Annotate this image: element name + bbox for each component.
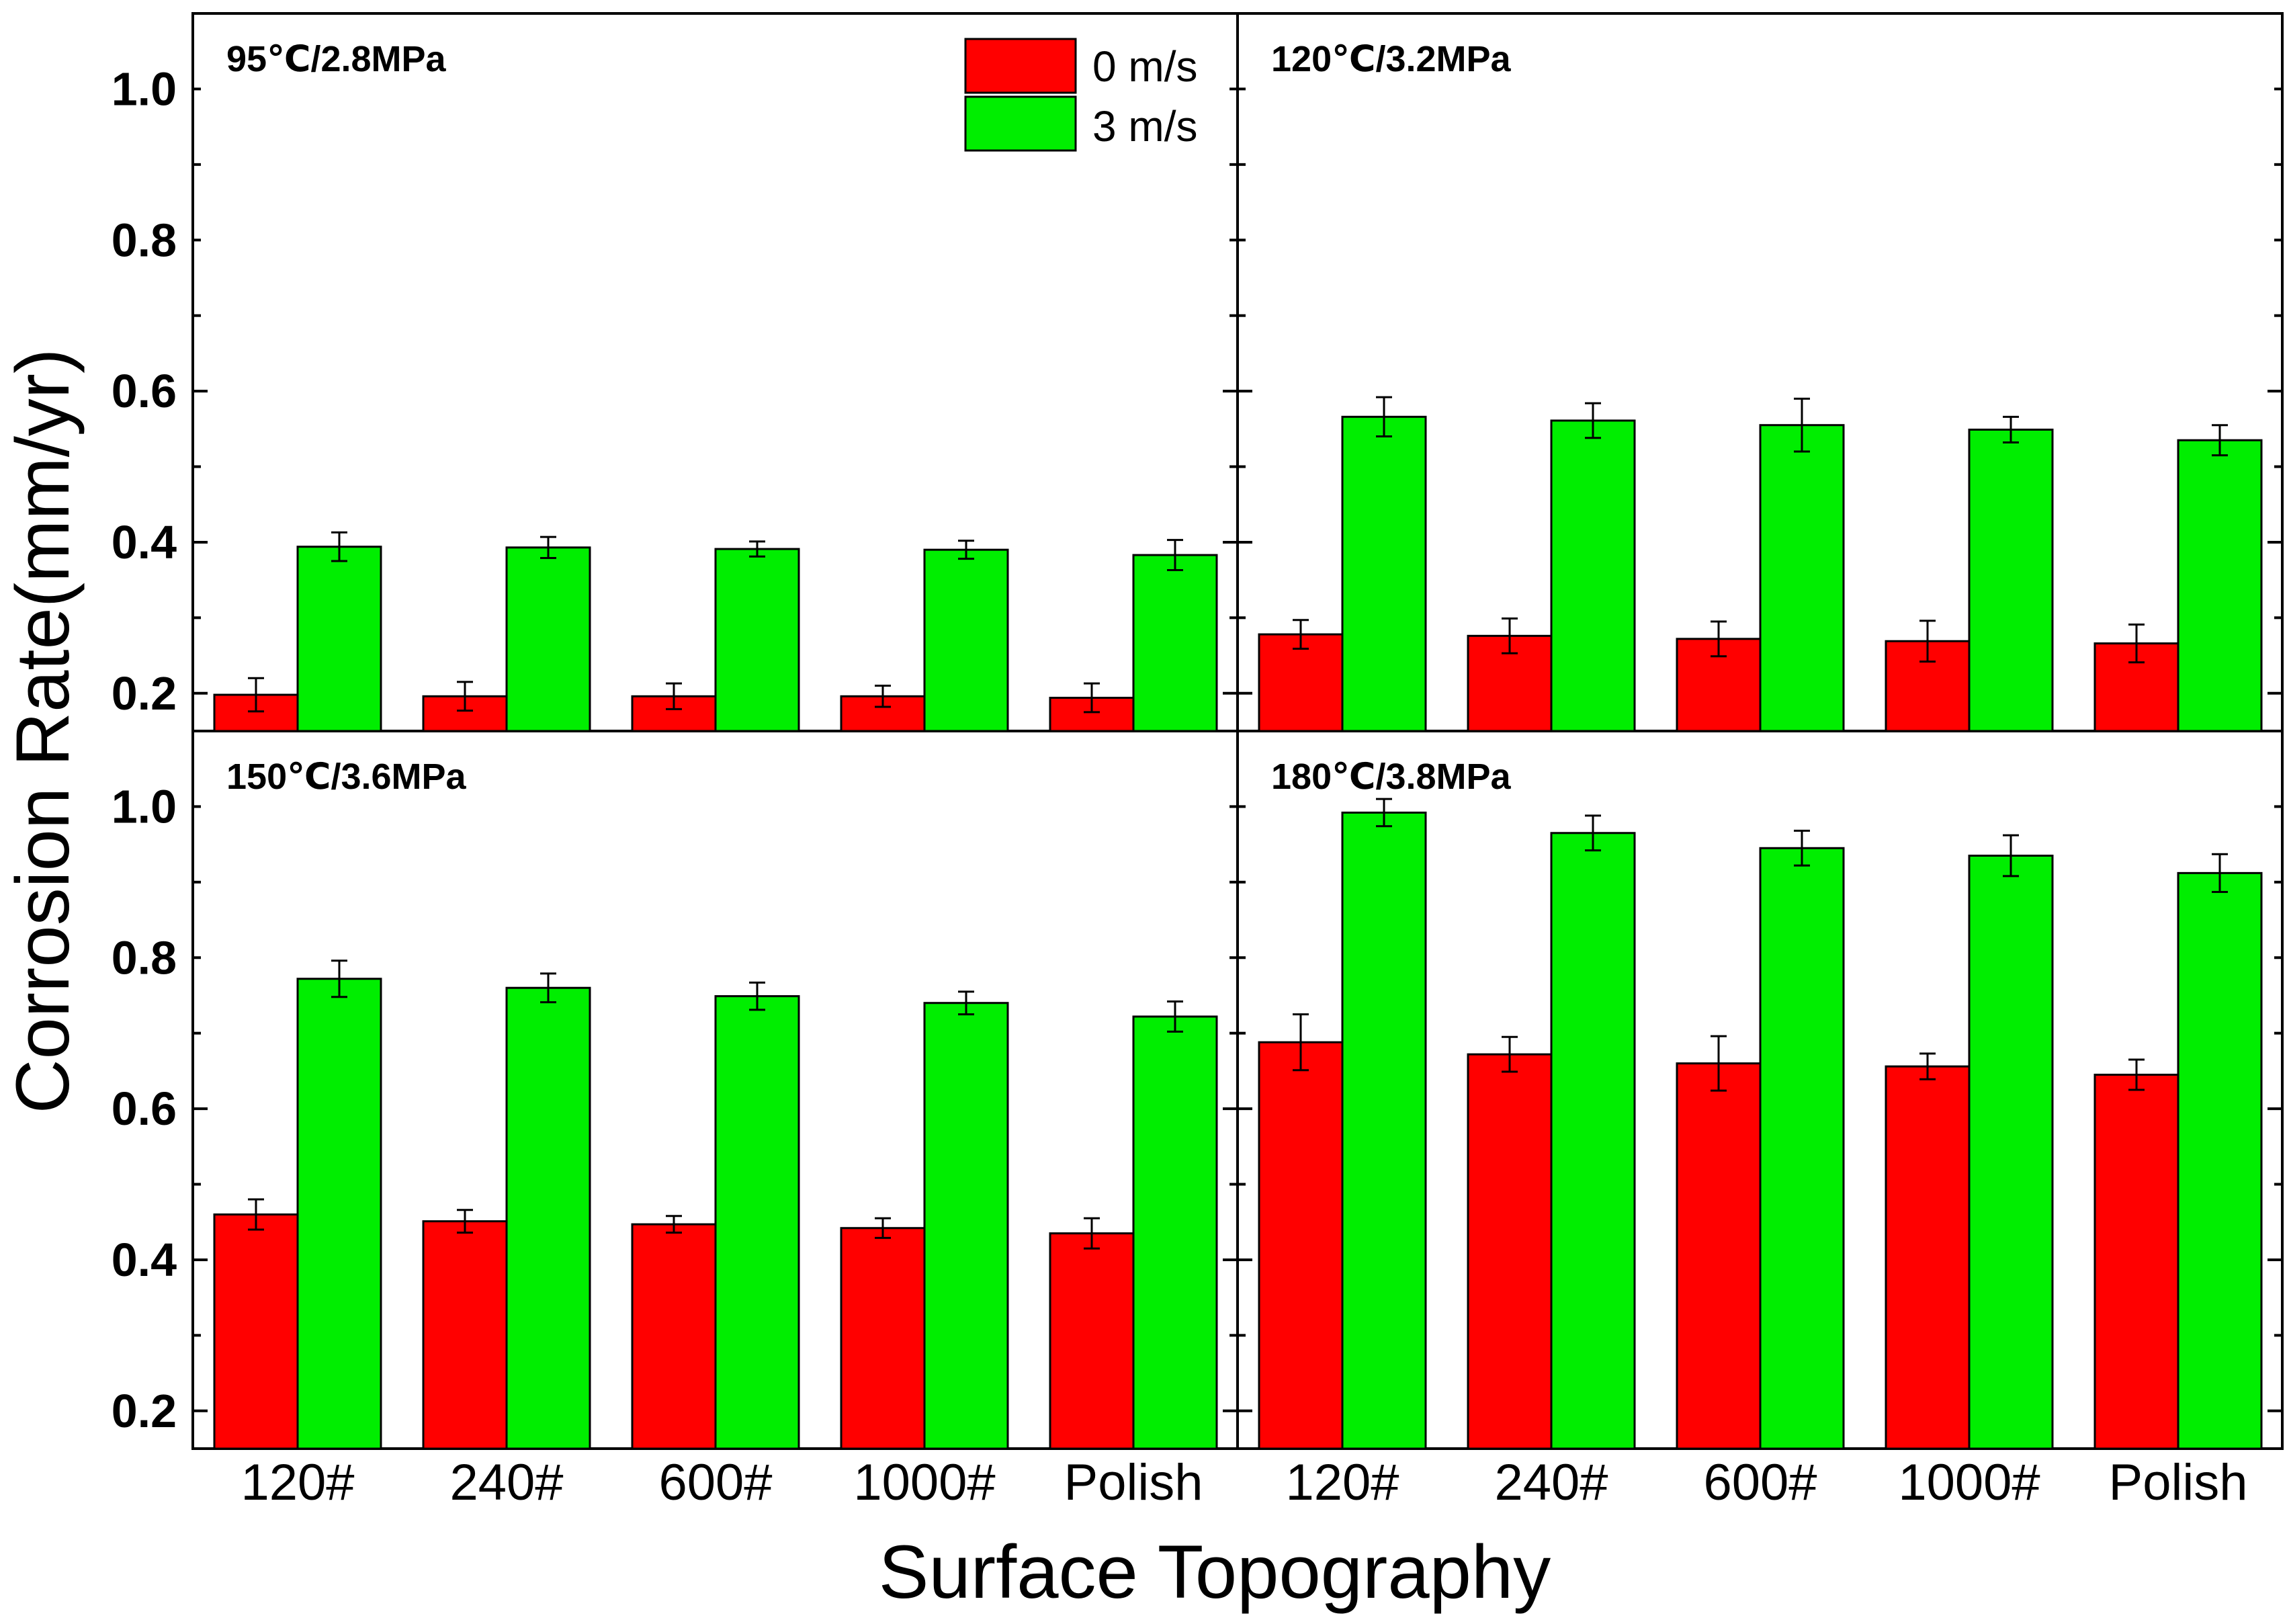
bar-3ms-240# [1550,832,1636,1450]
bar-3ms-120# [296,546,382,732]
bar-3ms-120# [1341,415,1427,732]
bar-0ms-120# [1258,1041,1344,1450]
y-tick-label: 0.2 [112,667,177,720]
bar-0ms-240# [1467,1053,1553,1450]
bar-3ms-1000# [923,548,1009,732]
bar-0ms-600# [631,1223,717,1450]
legend-swatch-3ms [964,95,1077,152]
panel-title-1: 120℃/3.2MPa [1271,39,1512,79]
legend-label-0ms: 0 m/s [1092,42,1197,91]
y-tick-label: 0.6 [112,1082,177,1135]
y-tick-label: 1.0 [112,780,177,832]
x-tick-label-Polish: Polish [2109,1454,2248,1511]
y-tick-label: 0.8 [112,214,177,266]
tick-labels: 0.2 0.4 0.6 0.8 1.0 0.2 0.4 0.6 0.8 1.0 120# 240# 60… [112,62,2248,1511]
bar-3ms-600# [1759,847,1845,1450]
bar-3ms-600# [1759,424,1845,732]
bar-0ms-600# [1676,1062,1762,1450]
x-tick-label-600#: 600# [1703,1454,1817,1511]
x-tick-label-240#: 240# [449,1454,563,1511]
x-tick-label-120#: 120# [241,1454,354,1511]
y-tick-label: 0.6 [112,365,177,417]
bar-3ms-600# [714,548,800,732]
panel-title-0: 95℃/2.8MPa [226,39,447,79]
bar-3ms-600# [714,995,800,1450]
bar-3ms-Polish [2177,871,2263,1450]
bar-0ms-120# [213,1213,299,1450]
bar-3ms-1000# [923,1002,1009,1450]
bar-3ms-120# [1341,811,1427,1450]
error-bars [248,396,2228,1250]
panel-title-3: 180℃/3.8MPa [1271,757,1512,797]
bar-3ms-240# [505,546,591,732]
bar-3ms-1000# [1968,428,2054,732]
panel-title-2: 150℃/3.6MPa [226,757,467,797]
bar-3ms-1000# [1968,854,2054,1450]
y-tick-label: 1.0 [112,62,177,115]
x-tick-label-Polish: Polish [1064,1454,1203,1511]
y-tick-label: 0.4 [112,516,177,568]
bar-0ms-1000# [1885,1065,1971,1450]
bar-3ms-120# [296,978,382,1450]
bar-marks [213,415,2263,1450]
bar-0ms-120# [1258,633,1344,732]
axis-ticks [193,87,2282,1412]
x-tick-label-1000#: 1000# [853,1454,995,1511]
y-axis-title: Corrosion Rate(mm/yr) [1,349,85,1114]
bar-3ms-240# [1550,419,1636,732]
y-tick-label: 0.2 [112,1385,177,1437]
bar-3ms-Polish [1132,1015,1218,1450]
bar-0ms-Polish [1049,1232,1135,1450]
x-tick-label-240#: 240# [1494,1454,1608,1511]
x-axis-title: Surface Topography [879,1530,1551,1614]
bar-0ms-240# [422,1220,508,1450]
x-tick-label-600#: 600# [658,1454,772,1511]
x-tick-label-1000#: 1000# [1898,1454,2040,1511]
y-tick-label: 0.4 [112,1234,177,1286]
legend-label-3ms: 3 m/s [1092,102,1197,151]
bar-3ms-Polish [2177,439,2263,732]
x-tick-label-120#: 120# [1285,1454,1399,1511]
legend-swatch-0ms [964,38,1077,94]
bar-0ms-1000# [840,1227,926,1450]
bar-3ms-240# [505,986,591,1450]
panel-titles: 95℃/2.8MPa 120℃/3.2MPa 150℃/3.6MPa 180℃/3.8… [226,39,1512,797]
y-tick-label: 0.8 [112,931,177,984]
bar-3ms-Polish [1132,554,1218,732]
bar-0ms-Polish [2093,1074,2179,1450]
legend: 0 m/s 3 m/s [964,38,1197,152]
